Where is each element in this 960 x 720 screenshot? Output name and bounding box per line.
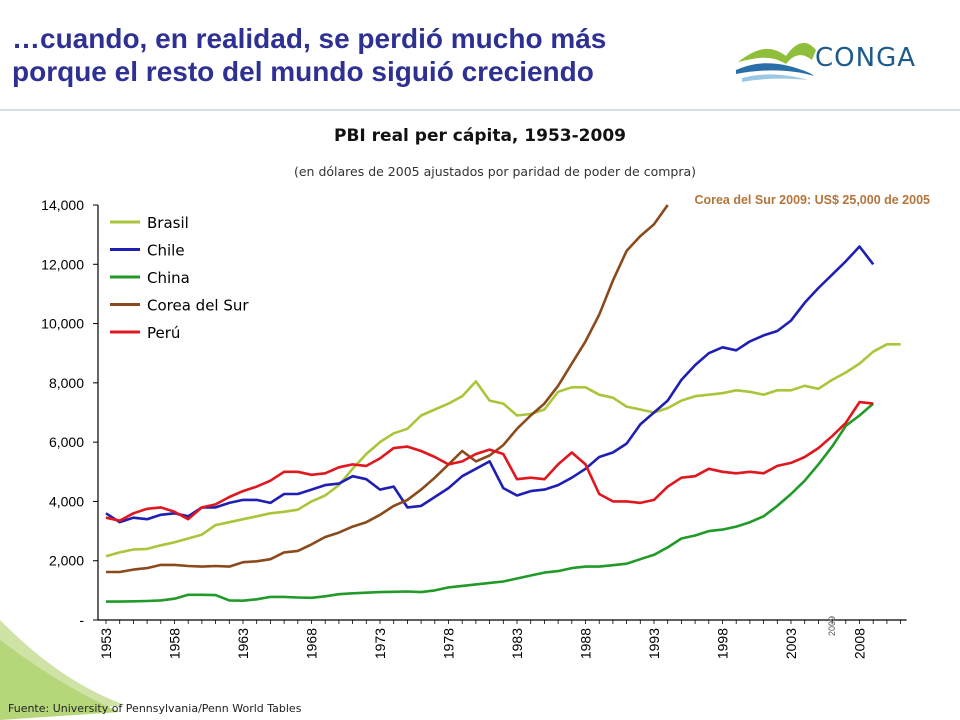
x-tick-label: 1983 <box>509 628 525 659</box>
legend-label-corea-del-sur: Corea del Sur <box>147 297 249 315</box>
chart-title: PBI real per cápita, 1953-2009 <box>334 126 626 146</box>
korea-annotation: Corea del Sur 2009: US$ 25,000 de 2005 <box>694 193 930 207</box>
y-tick-label: 4,000 <box>49 493 84 509</box>
x-tick-label: 1953 <box>98 628 114 659</box>
series-line-chile <box>105 245 875 524</box>
y-tick-label: 10,000 <box>41 316 84 332</box>
y-tick-label: 2,000 <box>49 553 84 569</box>
legend-label-chile: Chile <box>147 242 185 260</box>
header-divider <box>0 109 960 111</box>
y-tick-label: 6,000 <box>49 434 84 450</box>
slide-title: …cuando, en realidad, se perdió mucho má… <box>12 22 712 88</box>
series-line-peru <box>105 400 874 523</box>
series-line-china <box>106 402 875 603</box>
series-line-corea-del-sur <box>106 204 669 574</box>
x-tick-label: 1958 <box>167 628 183 659</box>
x-tick-label: 1998 <box>715 628 731 659</box>
decorative-green-swoosh-dark <box>0 640 120 720</box>
x-tick-label: 1978 <box>441 628 457 659</box>
x-tick-label: 2003 <box>783 628 799 659</box>
x-tick-label: 1963 <box>235 628 251 659</box>
source-note: Fuente: University of Pennsylvania/Penn … <box>8 702 302 715</box>
conga-logo-icon <box>736 42 816 82</box>
y-tick-label: 12,000 <box>41 256 84 272</box>
marker-2009-label: 2009 <box>827 616 837 636</box>
legend-label-peru: Perú <box>147 324 180 342</box>
slide-title-line-2: porque el resto del mundo siguió crecien… <box>12 56 594 87</box>
legend-label-brasil: Brasil <box>147 214 189 232</box>
x-tick-label: 1968 <box>304 628 320 659</box>
logo-wave-light <box>742 74 808 82</box>
y-tick-label: - <box>79 612 84 628</box>
logo-mountain-green <box>738 42 816 64</box>
x-tick-label: 2008 <box>852 628 868 659</box>
chart-subtitle: (en dólares de 2005 ajustados por parida… <box>293 164 697 179</box>
x-tick-label: 1993 <box>646 628 662 659</box>
logo-text: CONGA <box>815 43 917 73</box>
series-line-brasil <box>105 342 901 558</box>
logo-wave-blue <box>736 63 814 76</box>
x-tick-label: 1988 <box>578 628 594 659</box>
y-tick-label: 8,000 <box>49 375 84 391</box>
y-tick-label: 14,000 <box>41 197 84 213</box>
x-tick-label: 1973 <box>372 628 388 659</box>
legend-label-china: China <box>147 269 190 287</box>
slide-title-line-1: …cuando, en realidad, se perdió mucho má… <box>12 23 607 54</box>
